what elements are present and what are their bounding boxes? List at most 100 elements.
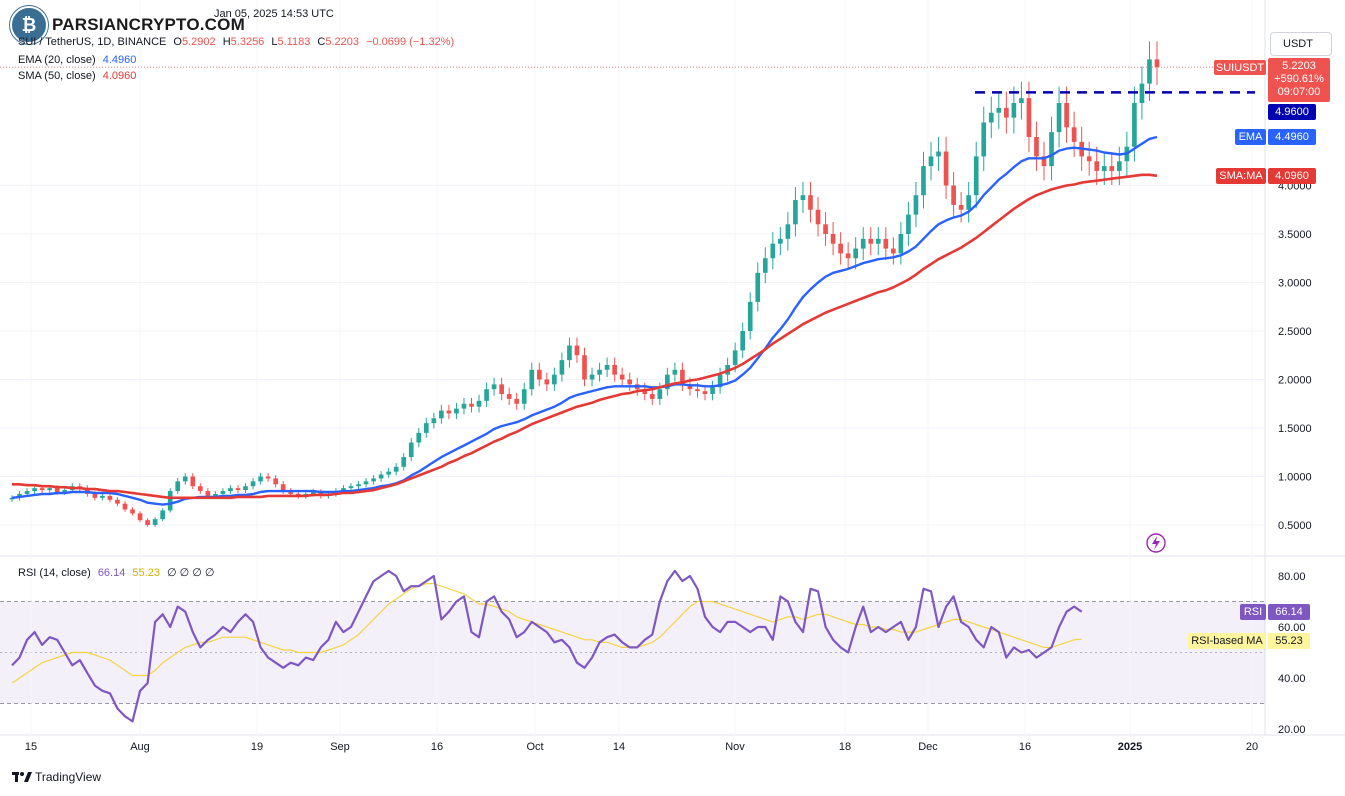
candle-body xyxy=(710,387,715,395)
candle-body xyxy=(732,350,738,365)
time-tick-label: 14 xyxy=(613,741,625,753)
price-tick-label: 1.5000 xyxy=(1278,423,1312,435)
candle-body xyxy=(778,238,783,244)
chart-timestamp: Jan 05, 2025 14:53 UTC xyxy=(214,8,334,20)
candle-body xyxy=(408,442,414,458)
candle-body xyxy=(145,520,150,525)
candle-body xyxy=(378,474,384,479)
candle-body xyxy=(39,488,45,491)
rsi-ma-badge-text: 55.23 xyxy=(1275,635,1303,647)
time-tick-label: Oct xyxy=(526,741,543,753)
rsi-legend-value: 66.14 xyxy=(97,567,126,579)
candle-body xyxy=(740,331,746,351)
price-badge-bg xyxy=(1268,58,1330,102)
symbol-badge-text: SUIUSDT xyxy=(1216,62,1265,74)
candle-body xyxy=(62,490,68,493)
candle-body xyxy=(393,466,399,472)
low-value: 5.1183 xyxy=(277,36,311,48)
sma-badge-bg xyxy=(1268,168,1316,184)
candle-body xyxy=(838,243,843,254)
rsi-ma-legend-value: 55.23 xyxy=(132,567,160,579)
level-badge-text: 4.9600 xyxy=(1275,106,1309,118)
sma-line xyxy=(12,173,1158,500)
rsi-legend[interactable]: RSI (14, close) 66.14 55.23 ∅ ∅ ∅ ∅ xyxy=(18,566,219,579)
candle-body xyxy=(906,214,911,234)
candle-body xyxy=(401,457,407,467)
candle-body xyxy=(830,234,836,244)
ema-legend[interactable]: EMA (20, close) 4.4960 xyxy=(18,54,140,66)
candle-body xyxy=(130,509,135,514)
lightning-icon-bolt xyxy=(1152,536,1160,550)
candle-body xyxy=(536,369,542,380)
open-value: 5.2902 xyxy=(181,36,216,48)
rsi-tick-label: 60.00 xyxy=(1278,622,1306,634)
candle-body xyxy=(197,486,203,492)
candle-body xyxy=(943,151,949,186)
candle-body xyxy=(205,491,211,496)
level-badge: 4.9600 xyxy=(1268,104,1316,120)
price-tick-label: 2.0000 xyxy=(1278,375,1312,387)
candle-body xyxy=(258,476,263,482)
high-value: 5.3256 xyxy=(230,36,265,48)
candle-body xyxy=(687,384,693,390)
rsi-tag: RSI xyxy=(1240,604,1266,620)
rsi-line xyxy=(11,569,1083,723)
candle-body xyxy=(582,355,587,380)
ema-badge-bg xyxy=(1268,129,1316,145)
candle-body xyxy=(1034,137,1039,157)
candle-body xyxy=(167,491,173,511)
ema-badge-text: 4.4960 xyxy=(1275,131,1309,143)
candle-body xyxy=(973,156,979,196)
candle-body xyxy=(612,364,617,375)
candle-body xyxy=(1139,83,1145,104)
ema-legend-label: EMA (20, close) xyxy=(18,54,96,66)
candle-body xyxy=(1004,107,1009,118)
time-tick-label: 18 xyxy=(839,741,851,753)
candle-body xyxy=(190,476,196,487)
candle-body xyxy=(657,389,663,399)
time-tick-label: 16 xyxy=(431,741,443,753)
candle-body xyxy=(9,497,15,500)
candle-body xyxy=(680,369,685,385)
symbol-title[interactable]: SUI / TetherUS, 1D, BINANCE xyxy=(18,36,167,48)
time-tick-label: Nov xyxy=(725,741,745,753)
candle-body xyxy=(423,423,429,433)
candle-body xyxy=(454,408,459,414)
time-tick-label: 15 xyxy=(25,741,37,753)
sma-legend[interactable]: SMA (50, close) 4.0960 xyxy=(18,70,140,82)
candle-body xyxy=(499,384,504,395)
rsi-tick-label: 20.00 xyxy=(1278,724,1306,736)
ema-tag: EMA xyxy=(1235,129,1266,145)
candle-body xyxy=(981,122,987,157)
candle-body xyxy=(672,369,678,375)
tradingview-brand[interactable]: TradingView xyxy=(12,770,101,784)
rsi-tick-label: 80.00 xyxy=(1278,571,1306,583)
candle-body xyxy=(220,491,226,494)
candle-body xyxy=(461,403,467,409)
candle-body xyxy=(491,384,497,390)
candle-body xyxy=(506,394,512,399)
candle-body xyxy=(793,200,798,225)
candle-body xyxy=(1109,166,1115,171)
rsi-badge-bg xyxy=(1268,604,1310,620)
change-value: −0.0699 (−1.32%) xyxy=(366,36,455,48)
candle-body xyxy=(559,360,565,375)
candle-body xyxy=(604,364,610,370)
candle-body xyxy=(552,374,557,385)
candle-body xyxy=(115,499,120,504)
rsi-legend-extra: ∅ ∅ ∅ ∅ xyxy=(167,567,215,579)
rsi-ma-tag-bg xyxy=(1188,633,1266,649)
candle-body xyxy=(122,503,128,510)
candle-body xyxy=(702,391,708,395)
candle-body xyxy=(717,374,723,388)
candle-body xyxy=(175,481,181,492)
candle-body xyxy=(883,238,889,249)
candle-body xyxy=(785,224,791,239)
candle-body xyxy=(1154,59,1160,68)
currency-button[interactable]: USDT xyxy=(1270,32,1332,56)
candle-body xyxy=(665,374,670,390)
rsi-legend-label: RSI (14, close) xyxy=(18,567,91,579)
level-badge-bg xyxy=(1268,104,1316,120)
ema-tag-bg xyxy=(1235,129,1266,145)
